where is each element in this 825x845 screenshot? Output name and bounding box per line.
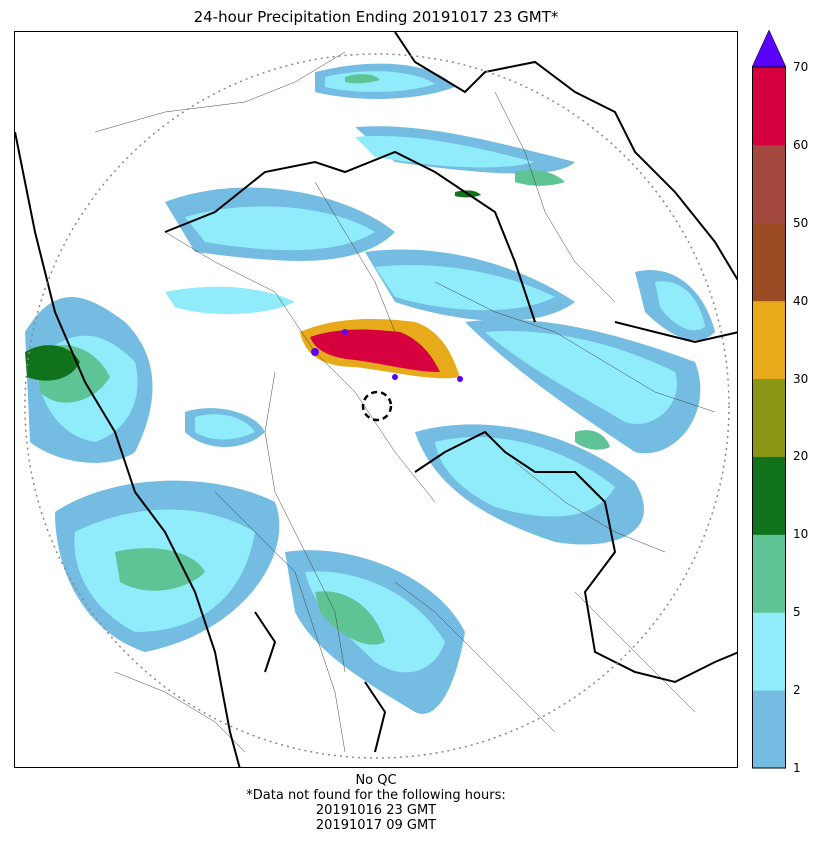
precip-layer-10-20 (25, 190, 481, 381)
colorbar-tick-label: 5 (793, 605, 801, 620)
colorbar-tick-label: 40 (793, 293, 809, 308)
missing-hour: 20191016 23 GMT (315, 803, 437, 818)
colorbar-tick-label: 2 (793, 683, 801, 698)
radar-range-ring (24, 53, 730, 759)
colorbar-extend-arrow (752, 30, 786, 68)
colorbar-tick-label: 30 (793, 371, 809, 386)
missing-hour: 20191017 09 GMT (315, 818, 437, 833)
colorbar-segment (752, 612, 786, 691)
radar-site-ring (361, 390, 393, 422)
qc-note: No QC (355, 773, 397, 788)
map-footer: No QC *Data not found for the following … (14, 773, 738, 833)
colorbar-tick-label: 50 (793, 215, 809, 230)
colorbar-segment (752, 378, 786, 457)
precipitation-colorbar (752, 30, 786, 769)
map-canvas (15, 32, 737, 767)
colorbar-segment (752, 456, 786, 535)
colorbar-tick-label: 20 (793, 449, 809, 464)
colorbar-segment (752, 222, 786, 302)
colorbar-segment (752, 534, 786, 613)
missing-data-note: *Data not found for the following hours: (246, 788, 506, 803)
colorbar-tick-label: 1 (793, 761, 801, 775)
colorbar-tick-label: 10 (793, 527, 809, 542)
colorbar-segment (752, 144, 786, 224)
colorbar-tick-label: 70 (793, 60, 809, 74)
map-title: 24-hour Precipitation Ending 20191017 23… (193, 8, 559, 26)
colorbar-tick-label: 60 (793, 137, 809, 152)
state-boundaries (15, 32, 737, 767)
colorbar-segment (752, 300, 786, 380)
precipitation-map[interactable] (14, 31, 738, 768)
district-boundaries (94, 51, 716, 753)
colorbar-segment (752, 690, 786, 769)
precip-layer-5-10 (35, 74, 610, 645)
colorbar-segment (752, 67, 786, 146)
precip-heavy-cells (300, 319, 463, 382)
